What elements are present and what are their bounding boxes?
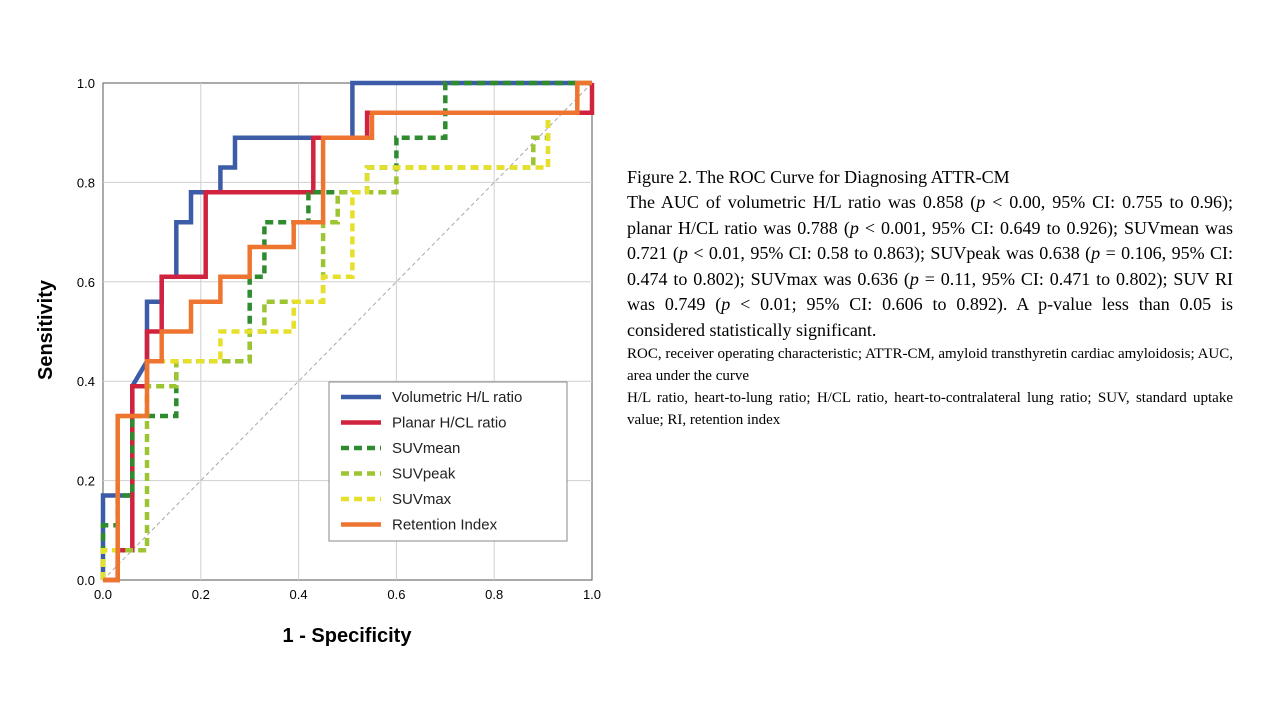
series-line-suvmax [100, 80, 592, 580]
x-tick-label: 1.0 [583, 587, 601, 602]
legend-entry: Volumetric H/L ratio [392, 389, 522, 406]
y-tick-label: 0.6 [77, 275, 95, 290]
x-tick-label: 0.4 [290, 587, 308, 602]
x-axis-label: 1 - Specificity [283, 625, 413, 647]
legend-entry: Retention Index [392, 517, 498, 534]
p-symbol: p [976, 192, 986, 212]
series-line-suvmean [100, 80, 592, 580]
caption-body: The AUC of volumetric H/L ratio was 0.85… [627, 190, 1233, 343]
y-tick-label: 0.8 [77, 175, 95, 190]
legend-entry: Planar H/CL ratio [392, 415, 507, 432]
y-tick-label: 1.0 [77, 76, 95, 91]
x-tick-label: 0.0 [94, 587, 112, 602]
legend-entry: SUVmean [392, 440, 460, 457]
p-symbol: p [678, 243, 688, 263]
caption-text: = 0.11, 95% CI: 0.471 to 0.802); SUV RI … [627, 268, 1233, 315]
caption-text: The AUC of volumetric H/L ratio was 0.85… [627, 192, 977, 212]
series-line-volumetric-h-l-ratio [100, 80, 592, 580]
x-tick-label: 0.2 [192, 587, 210, 602]
legend-entry: SUVmax [392, 491, 452, 508]
caption-title: Figure 2. The ROC Curve for Diagnosing A… [627, 167, 1010, 187]
p-symbol: p [849, 217, 859, 238]
y-tick-label: 0.4 [77, 374, 95, 389]
series-group [100, 80, 595, 583]
y-tick-label: 0.2 [77, 474, 95, 489]
y-axis-label: Sensitivity [35, 279, 57, 380]
tick-labels: 0.0 0.2 0.4 0.6 0.8 1.0 0.0 0.2 0.4 0.6 0.8 1.0 [77, 76, 601, 602]
caption-text: < 0.01, 95% CI: 0.58 to 0.863); SUVpeak … [687, 243, 1092, 263]
legend-box [328, 381, 568, 542]
caption-text: < 0.00, 95% CI: 0.755 to 0.96); planar H… [627, 192, 1233, 238]
figure-caption: Figure 2. The ROC Curve for Diagnosing A… [627, 165, 1233, 431]
x-tick-label: 0.6 [387, 587, 405, 602]
roc-chart: 0.0 0.2 0.4 0.6 0.8 1.0 0.0 0.2 0.4 0.6 0.8 1.0 Vol… [35, 76, 601, 647]
y-tick-label: 0.0 [77, 573, 95, 588]
p-symbol: p [1091, 243, 1101, 263]
x-tick-label: 0.8 [485, 587, 503, 602]
p-symbol: p [909, 268, 919, 289]
caption-text: = 0.106, 95% CI: 0.474 to 0.802); SUVmax… [627, 243, 1233, 289]
series-line-retention-index [103, 80, 592, 583]
p-symbol: p [721, 294, 731, 314]
caption-text: < 0.01; 95% CI: 0.606 to 0.892). A p-val… [627, 294, 1234, 340]
caption-text: < 0.001, 95% CI: 0.649 to 0.926); SUVmea… [627, 217, 1234, 264]
caption-abbreviations-2: H/L ratio, heart-to-lung ratio; H/CL rat… [627, 390, 1233, 428]
legend-entry: SUVpeak [392, 466, 456, 483]
legend: Volumetric H/L ratio Planar H/CL ratio SUV… [328, 381, 568, 542]
caption-abbreviations-1: ROC, receiver operating characteristic; … [627, 346, 1233, 384]
